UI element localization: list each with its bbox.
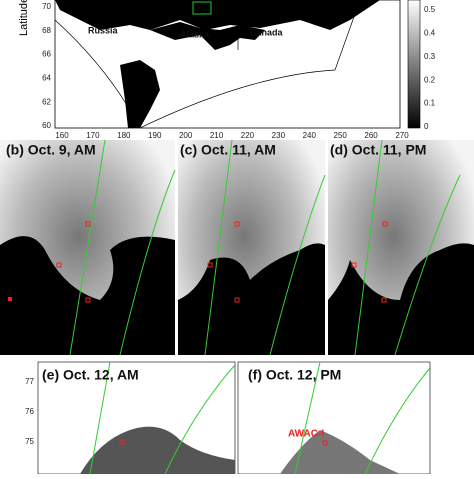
swath-edge xyxy=(89,361,111,475)
panel-f: AWAC-I xyxy=(237,361,431,475)
panel-b xyxy=(0,139,176,356)
y-tick-label: 62 xyxy=(42,97,51,106)
swath-edge xyxy=(294,361,321,475)
region-label: Russia xyxy=(88,25,119,35)
overview-map: Latitude Russia Alaska Canada xyxy=(18,0,421,129)
swath-edge xyxy=(394,174,461,356)
land xyxy=(150,22,265,50)
colorbar xyxy=(407,0,421,129)
x-tick-label: 180 xyxy=(117,131,131,140)
annotation: AWAC-I xyxy=(288,429,324,440)
marker xyxy=(322,440,328,446)
marker xyxy=(234,221,240,227)
y-axis-label: Latitude xyxy=(18,0,30,36)
panel-c xyxy=(178,139,326,356)
colorbar-tick-label: 0.2 xyxy=(424,75,436,84)
marker xyxy=(381,297,387,303)
x-tick-label: 260 xyxy=(364,131,378,140)
y-tick-label: 75 xyxy=(25,437,34,446)
cloud xyxy=(80,426,235,474)
land xyxy=(120,60,160,128)
marker xyxy=(56,262,62,268)
panel-title: (d) Oct. 11, PM xyxy=(330,142,426,158)
colorbar-tick-label: 0.5 xyxy=(424,5,436,14)
panel-title: (c) Oct. 11, AM xyxy=(180,142,276,158)
swath-edge xyxy=(164,364,236,475)
x-tick-label: 160 xyxy=(55,131,69,140)
marker xyxy=(85,221,91,227)
y-tick-label: 70 xyxy=(42,2,51,11)
open-water xyxy=(328,243,474,355)
panel-title: (f) Oct. 12, PM xyxy=(248,367,341,383)
colorbar-tick-label: 0.4 xyxy=(424,29,436,38)
x-tick-label: 230 xyxy=(272,131,286,140)
boundary xyxy=(54,19,141,129)
y-tick-label: 60 xyxy=(42,121,51,130)
region-label: Alaska xyxy=(180,29,210,39)
marker xyxy=(119,439,125,445)
open-water xyxy=(178,243,325,355)
open-water xyxy=(0,236,175,355)
y-tick-label: 76 xyxy=(25,407,34,416)
marker xyxy=(8,297,12,301)
panel-e xyxy=(37,361,236,475)
x-tick-label: 200 xyxy=(179,131,193,140)
boundary xyxy=(334,0,361,71)
panel-title: (b) Oct. 9, AM xyxy=(6,142,96,158)
y-tick-label: 77 xyxy=(25,377,34,386)
swath-edge xyxy=(204,139,233,356)
marker xyxy=(207,262,213,268)
x-tick-label: 190 xyxy=(148,131,162,140)
y-tick-label: 64 xyxy=(42,74,51,83)
colorbar-tick-label: 0 xyxy=(424,122,429,131)
swath-edge xyxy=(269,174,326,356)
x-tick-label: 240 xyxy=(303,131,317,140)
boundary xyxy=(139,69,336,129)
land xyxy=(55,0,380,30)
swath-edge xyxy=(354,139,383,356)
swath-edge xyxy=(364,367,431,475)
y-tick-label: 68 xyxy=(42,26,51,35)
region-label: Canada xyxy=(250,27,284,37)
x-tick-label: 270 xyxy=(395,131,409,140)
marker xyxy=(234,297,240,303)
colorbar-tick-label: 0.1 xyxy=(424,99,436,108)
marker xyxy=(351,262,357,268)
x-tick-label: 220 xyxy=(241,131,255,140)
x-tick-label: 170 xyxy=(86,131,100,140)
swath-edge xyxy=(119,169,176,356)
swath-edge xyxy=(69,139,106,356)
marker xyxy=(85,297,91,303)
x-tick-label: 210 xyxy=(210,131,224,140)
panel-d xyxy=(328,139,474,356)
x-tick-label: 250 xyxy=(334,131,348,140)
colorbar-tick-label: 0.3 xyxy=(424,52,436,61)
study-box xyxy=(192,1,212,15)
marker xyxy=(382,221,388,227)
panel-title: (e) Oct. 12, AM xyxy=(42,367,139,383)
y-tick-label: 66 xyxy=(42,50,51,59)
